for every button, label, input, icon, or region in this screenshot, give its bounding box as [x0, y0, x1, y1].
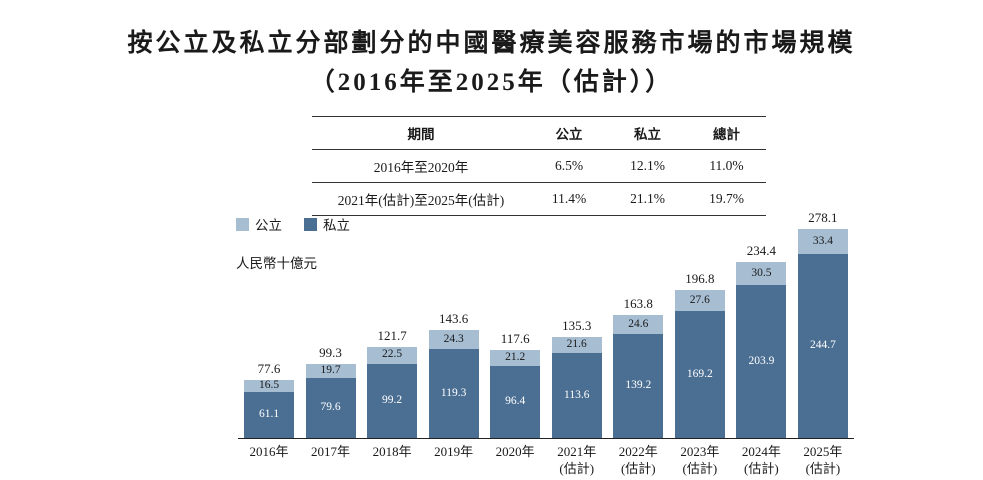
bar-segment-public: 24.3 [428, 330, 479, 349]
x-axis-label-estimate: (估計) [682, 460, 718, 476]
bar-segment-private: 96.4 [490, 365, 541, 438]
table-header-cell: 私立 [608, 116, 688, 150]
bar-segment-public: 19.7 [305, 363, 356, 379]
bar-group: 234.4 30.5 203.9 [736, 243, 787, 438]
bar-group: 196.8 27.6 169.2 [674, 271, 725, 438]
x-axis-label-year: 2016年 [249, 444, 289, 459]
table-header-cell: 公立 [530, 116, 609, 150]
table-header-row: 期間 公立 私立 總計 [312, 116, 766, 150]
chart-title-line1: 按公立及私立分部劃分的中國醫療美容服務市場的市場規模 [127, 29, 856, 57]
bar-total-label: 234.4 [746, 243, 776, 259]
bar-total-label: 117.6 [500, 330, 530, 346]
chart-legend: 公立 私立 [236, 214, 350, 234]
bar-group: 278.1 33.4 244.7 [797, 210, 848, 438]
x-axis-label-year: 2017年 [311, 444, 351, 459]
bar-segment-public: 22.5 [367, 346, 418, 364]
bar-chart: 77.6 16.5 61.1 99.3 19.7 79.6 121.7 22.5 99.2 143… [238, 206, 854, 478]
period-cell: 2021年(估計)至2025年(估計) [312, 182, 530, 216]
bar-group: 135.3 21.6 113.6 [551, 317, 602, 438]
value-cell: 11.4% [530, 182, 609, 216]
bar-chart-plot: 77.6 16.5 61.1 99.3 19.7 79.6 121.7 22.5 99.2 143… [238, 206, 854, 439]
cagr-table: 期間 公立 私立 總計 2016年至2020年 6.5% 12.1% 11.0% 2021年(… [312, 116, 766, 216]
legend-swatch-icon [236, 217, 249, 231]
x-axis-label-year: 2023年 [680, 444, 720, 459]
value-cell: 6.5% [530, 149, 609, 183]
legend-label: 私立 [323, 218, 350, 233]
x-axis-label-year: 2022年 [618, 444, 658, 459]
x-axis-label: 2020年 [490, 444, 540, 478]
bar-group: 143.6 24.3 119.3 [428, 311, 479, 438]
x-axis-label-year: 2024年 [741, 444, 781, 459]
bar-group: 117.6 21.2 96.4 [490, 330, 541, 438]
bar-group: 121.7 22.5 99.2 [367, 327, 418, 438]
chart-title-line2: （2016年至2025年（估計）） [309, 68, 674, 96]
x-axis-label-year: 2019年 [434, 444, 474, 459]
table-row: 2016年至2020年 6.5% 12.1% 11.0% [312, 149, 766, 183]
bar-segment-private: 244.7 [797, 254, 848, 438]
x-axis-label: 2022年 (估計) [613, 444, 663, 478]
x-axis-label-estimate: (估計) [744, 460, 779, 476]
bar-total-label: 196.8 [685, 271, 715, 287]
x-axis-label: 2024年 (估計) [736, 444, 786, 478]
bar-segment-public: 21.2 [490, 349, 541, 366]
x-axis-label: 2017年 [306, 444, 356, 478]
x-axis-label-year: 2020年 [495, 444, 535, 459]
chart-title: 按公立及私立分部劃分的中國醫療美容服務市場的市場規模 （2016年至2025年（估… [0, 25, 983, 103]
x-axis-label: 2019年 [429, 444, 479, 478]
legend-item: 私立 [304, 214, 350, 234]
x-axis-label: 2025年 (估計) [798, 444, 848, 478]
table-header-cell: 期間 [312, 116, 530, 150]
bar-group: 163.8 24.6 139.2 [613, 296, 664, 438]
bar-segment-public: 27.6 [674, 290, 725, 312]
bar-total-label: 77.6 [257, 360, 281, 376]
bar-total-label: 121.7 [377, 327, 407, 343]
x-axis-labels: 2016年 2017年 2018年 2019年 2020年 2021年 (估計) 2022年(… [238, 444, 854, 478]
bar-segment-private: 139.2 [613, 333, 664, 438]
bar-segment-private: 169.2 [674, 311, 725, 438]
value-cell: 19.7% [687, 182, 766, 216]
bar-total-label: 278.1 [808, 210, 838, 226]
bar-total-label: 135.3 [562, 317, 592, 333]
value-cell: 12.1% [608, 149, 688, 183]
bar-segment-public: 33.4 [797, 229, 848, 255]
bar-group: 99.3 19.7 79.6 [305, 344, 356, 438]
bar-segment-public: 16.5 [244, 379, 294, 393]
bar-segment-private: 113.6 [551, 352, 602, 438]
bar-segment-private: 79.6 [305, 378, 356, 438]
x-axis-label: 2021年 (估計) [552, 444, 602, 478]
x-axis-label-estimate: (估計) [805, 460, 841, 476]
bar-total-label: 143.6 [439, 311, 469, 327]
legend-swatch-icon [304, 217, 317, 231]
x-axis-label-year: 2025年 [803, 444, 843, 459]
x-axis-label-year: 2021年 [557, 444, 597, 459]
value-cell: 11.0% [687, 149, 766, 183]
period-cell: 2016年至2020年 [312, 149, 530, 183]
x-axis-label: 2018年 [367, 444, 417, 478]
x-axis-label: 2023年 (估計) [675, 444, 725, 478]
x-axis-label-estimate: (估計) [559, 460, 595, 476]
bar-segment-private: 61.1 [244, 392, 294, 438]
bar-total-label: 99.3 [319, 344, 342, 360]
table-header-cell: 總計 [687, 116, 766, 150]
legend-item: 公立 [236, 214, 282, 234]
legend-label: 公立 [255, 218, 282, 233]
bar-total-label: 163.8 [623, 296, 653, 312]
bar-segment-private: 99.2 [367, 363, 418, 438]
unit-label: 人民幣十億元 [236, 256, 317, 271]
x-axis-label: 2016年 [244, 444, 294, 478]
bar-segment-private: 119.3 [428, 348, 479, 438]
x-axis-label-year: 2018年 [372, 444, 412, 459]
bar-segment-public: 24.6 [613, 315, 664, 334]
value-cell: 21.1% [608, 182, 688, 216]
x-axis-label-estimate: (估計) [620, 460, 656, 476]
table-row: 2021年(估計)至2025年(估計) 11.4% 21.1% 19.7% [312, 182, 766, 216]
bar-segment-public: 30.5 [736, 262, 787, 286]
bar-group: 77.6 16.5 61.1 [244, 361, 294, 438]
bar-segment-private: 203.9 [736, 285, 787, 438]
bar-segment-public: 21.6 [551, 336, 602, 353]
